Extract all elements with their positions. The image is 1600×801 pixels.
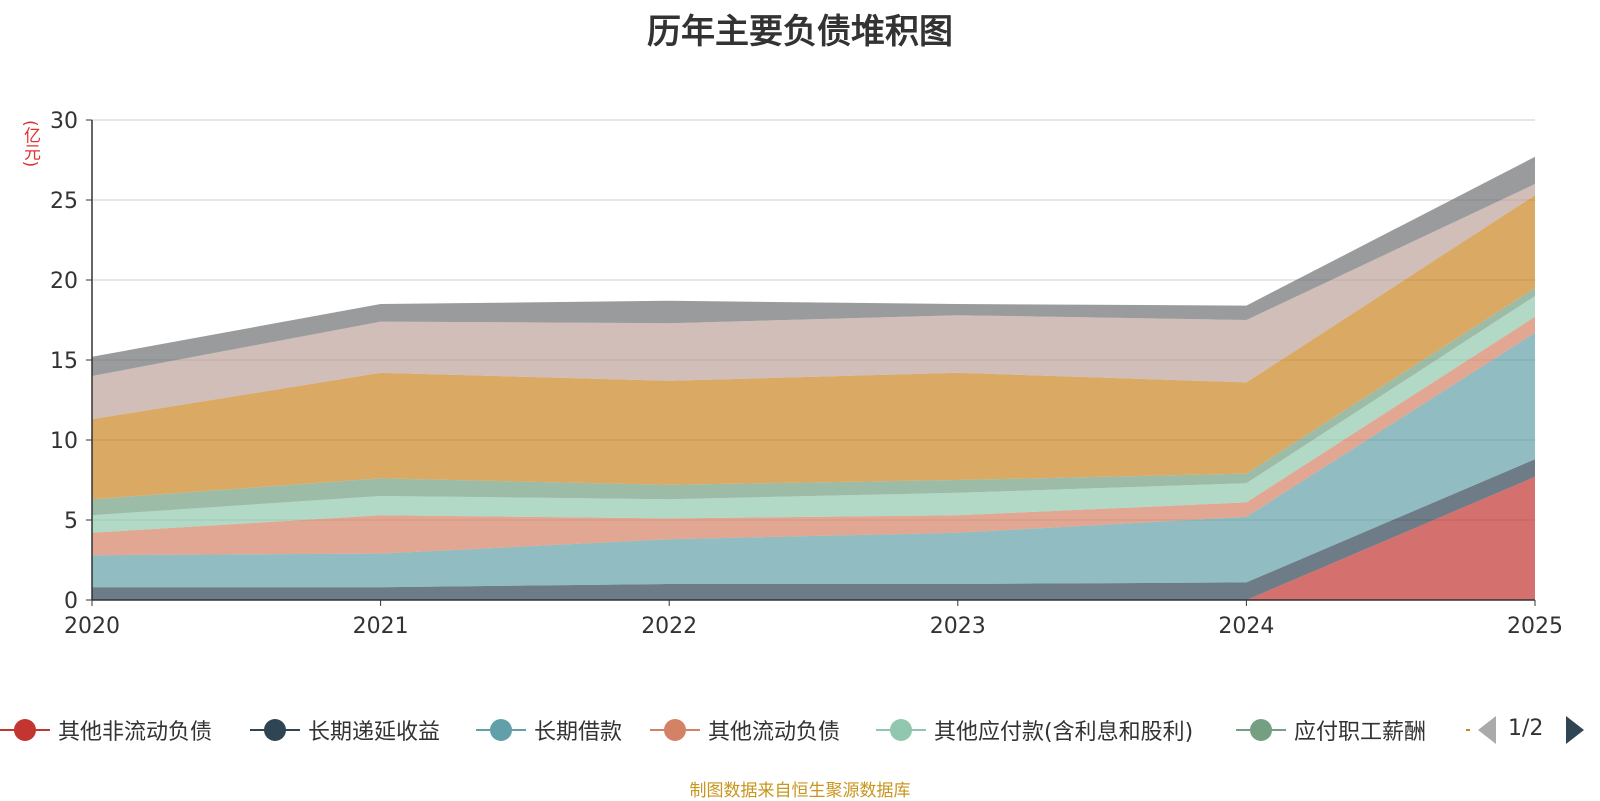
x-tick-label: 2020 — [64, 614, 120, 639]
area-series-0 — [92, 476, 1535, 600]
y-tick-label: 10 — [50, 429, 78, 454]
y-axis-unit-label: (亿元) — [20, 120, 40, 168]
chart-title: 历年主要负债堆积图 — [647, 12, 953, 52]
legend-next-icon[interactable] — [1566, 716, 1584, 744]
legend-label: 长期借款 — [534, 720, 623, 745]
legend-label: 长期递延收益 — [308, 720, 441, 745]
legend-prev-icon[interactable] — [1478, 716, 1496, 744]
area-series-7 — [92, 184, 1535, 420]
legend-marker-icon — [1236, 712, 1286, 748]
area-series-4 — [92, 296, 1535, 533]
y-tick-label: 5 — [64, 509, 78, 534]
legend-label: 其他应付款(含利息和股利) — [934, 720, 1194, 745]
area-series-6 — [92, 195, 1535, 500]
legend-label: 其他非流动负债 — [58, 720, 213, 745]
legend-item[interactable]: 长期递延收益 — [250, 712, 440, 748]
x-tick-label: 2021 — [353, 614, 409, 639]
legend-marker-icon — [476, 712, 526, 748]
legend-marker-icon — [0, 712, 50, 748]
x-tick-label: 2023 — [930, 614, 986, 639]
y-tick-label: 30 — [50, 109, 78, 134]
y-tick-label: 25 — [50, 189, 78, 214]
x-tick-label: 2024 — [1218, 614, 1274, 639]
y-tick-label: 15 — [50, 349, 78, 374]
data-source-footer: 制图数据来自恒生聚源数据库 — [689, 781, 911, 801]
area-series-2 — [92, 332, 1535, 588]
y-tick-label: 20 — [50, 269, 78, 294]
area-series-5 — [92, 288, 1535, 516]
legend-label: 其他流动负债 — [708, 720, 841, 745]
legend-item[interactable]: 其他非流动负债 — [0, 712, 212, 748]
area-series-8 — [92, 156, 1535, 376]
x-tick-label: 2025 — [1507, 614, 1563, 639]
legend-item[interactable]: 长期借款 — [476, 712, 622, 748]
legend-marker-icon — [250, 712, 300, 748]
legend-pager: 1/2 — [1470, 712, 1600, 748]
y-tick-label: 0 — [64, 589, 78, 614]
legend-marker-icon — [650, 712, 700, 748]
x-tick-label: 2022 — [641, 614, 697, 639]
legend-item[interactable]: 其他流动负债 — [650, 712, 840, 748]
legend-item[interactable]: 应付职工薪酬 — [1236, 712, 1426, 748]
legend-item[interactable]: 其他应付款(含利息和股利) — [876, 712, 1193, 748]
legend-marker-icon — [876, 712, 926, 748]
chart-legend: 其他非流动负债 长期递延收益 长期借款 其他流动负债 其他应付款(含利息和股利) 应付职工… — [0, 712, 1600, 748]
legend-page-indicator: 1/2 — [1508, 716, 1544, 741]
area-series-3 — [92, 316, 1535, 556]
legend-label: 应付职工薪酬 — [1294, 720, 1427, 745]
